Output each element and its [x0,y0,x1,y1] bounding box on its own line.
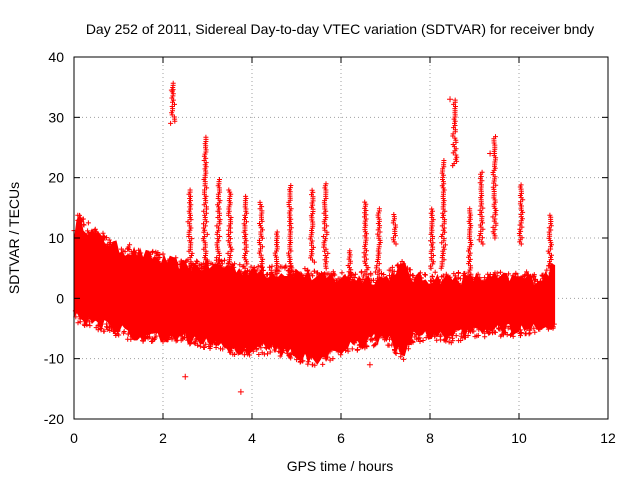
data-spike [286,183,295,277]
data-spike [360,199,371,283]
data-spike [200,134,210,271]
data-spike [185,187,195,271]
data-outlier-point [139,337,146,344]
data-spike [438,158,448,271]
data-spike [450,97,460,169]
data-outlier-point [447,96,454,103]
chart-title: Day 252 of 2011, Sidereal Day-to-day VTE… [86,21,594,37]
x-tick-label: 8 [426,430,434,446]
data-spike [214,177,223,271]
data-spike [490,134,499,241]
y-tick-label: -10 [44,351,64,367]
y-axis-label: SDTVAR / TECUs [6,182,22,294]
data-spike [466,206,474,277]
data-spike [321,181,331,271]
y-tick-label: 30 [48,109,64,125]
y-tick-label: 0 [56,290,64,306]
data-spike [428,206,436,271]
y-tick-label: 10 [48,230,64,246]
data-layer [71,80,557,395]
data-edge-markers [71,212,557,368]
x-tick-label: 2 [159,430,167,446]
data-spike [345,248,354,283]
x-tick-label: 12 [600,430,616,446]
data-outlier-point [366,361,373,368]
data-outlier-point [168,87,175,94]
data-spike [516,182,526,247]
y-tick-label: 20 [48,170,64,186]
data-spike [307,187,317,265]
x-axis-label: GPS time / hours [287,458,394,474]
data-outlier-point [237,388,244,395]
data-spike [272,229,280,277]
data-spike [476,169,486,247]
data-spike [545,212,555,275]
x-tick-label: 10 [511,430,527,446]
x-tick-label: 0 [70,430,78,446]
grid-layer [74,57,608,419]
y-tick-label: 40 [48,49,64,65]
data-spike [373,206,383,277]
data-outlier-point [487,150,494,157]
y-tick-label: -20 [44,411,64,427]
data-outlier-point [182,373,189,380]
data-spike [225,187,235,271]
axis-layer: 0 2 4 6 8 10 12 -20 -10 0 10 20 30 40 [44,49,616,446]
data-spike [390,212,399,247]
data-spike [256,199,266,277]
x-tick-label: 6 [337,430,345,446]
data-spike [241,193,250,271]
x-tick-label: 4 [248,430,256,446]
